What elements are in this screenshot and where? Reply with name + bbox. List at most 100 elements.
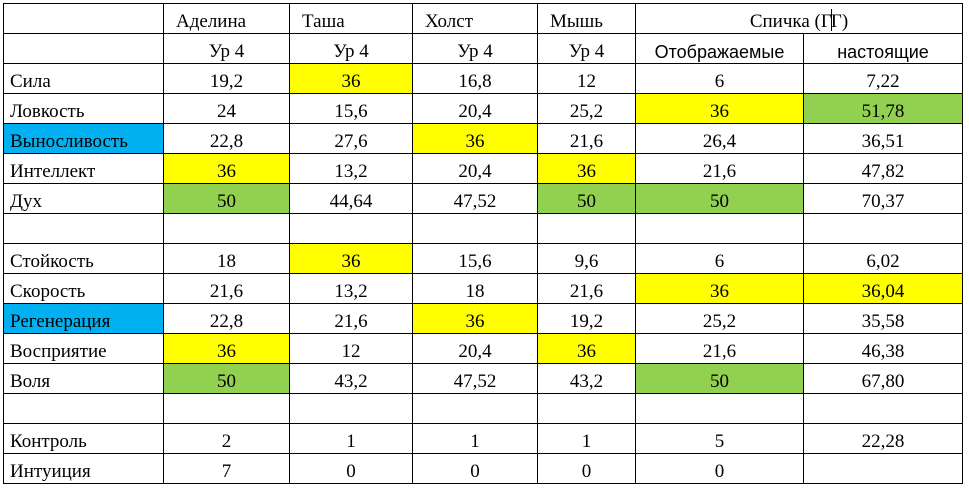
cell-mysh: 36 xyxy=(537,153,636,184)
cell-real: 36,51 xyxy=(802,123,964,154)
cell-mysh: 1 xyxy=(537,423,636,454)
level-tasha: Ур 4 xyxy=(289,33,413,64)
cell-kholst: 16,8 xyxy=(412,63,538,94)
cell-displayed: 21,6 xyxy=(635,333,804,364)
cell-mysh: 25,2 xyxy=(537,93,636,124)
table-row: Интуиция 7 0 0 0 0 xyxy=(3,453,964,484)
table-row: Интеллект 36 13,2 20,4 36 21,6 47,82 xyxy=(3,153,964,184)
cell-real: 47,82 xyxy=(802,153,964,184)
cell-real: 46,38 xyxy=(802,333,964,364)
row-label: Скорость xyxy=(3,273,164,304)
cell-tasha: 13,2 xyxy=(289,273,413,304)
row-label: Ловкость xyxy=(3,93,164,124)
cell-displayed: 26,4 xyxy=(635,123,804,154)
table-row: Воля 50 43,2 47,52 43,2 50 67,80 xyxy=(3,363,964,394)
cell-mysh: 21,6 xyxy=(537,123,636,154)
corner-cell xyxy=(3,3,164,34)
cell-tasha: 36 xyxy=(289,243,413,274)
level-kholst: Ур 4 xyxy=(412,33,538,64)
row-label: Дух xyxy=(3,183,164,214)
row-label: Стойкость xyxy=(3,243,164,274)
cell-kholst: 47,52 xyxy=(412,183,538,214)
row-label: Восприятие xyxy=(3,333,164,364)
cell-tasha: 44,64 xyxy=(289,183,413,214)
col-header-adelina: Аделина xyxy=(163,3,290,34)
cell-kholst: 1 xyxy=(412,423,538,454)
spichka-title-part2: Г) xyxy=(830,11,849,32)
cell-mysh: 19,2 xyxy=(537,303,636,334)
cell-adelina: 22,8 xyxy=(163,123,290,154)
cell-real: 6,02 xyxy=(802,243,964,274)
cell-displayed: 50 xyxy=(635,183,804,214)
row-label: Выносливость xyxy=(3,123,164,154)
cell-mysh: 21,6 xyxy=(537,273,636,304)
col-header-tasha: Таша xyxy=(289,3,413,34)
cell-real: 35,58 xyxy=(802,303,964,334)
cell-mysh: 0 xyxy=(537,453,636,484)
table-row: Регенерация 22,8 21,6 36 19,2 25,2 35,58 xyxy=(3,303,964,334)
cell-kholst: 15,6 xyxy=(412,243,538,274)
cell-tasha: 27,6 xyxy=(289,123,413,154)
cell-mysh: 43,2 xyxy=(537,363,636,394)
table-row: Выносливость 22,8 27,6 36 21,6 26,4 36,5… xyxy=(3,123,964,154)
level-mysh: Ур 4 xyxy=(537,33,636,64)
table-row: Контроль 2 1 1 1 5 22,28 xyxy=(3,423,964,454)
cell-kholst: 20,4 xyxy=(412,93,538,124)
cell-adelina: 18 xyxy=(163,243,290,274)
cell-tasha: 43,2 xyxy=(289,363,413,394)
subheader-real: настоящие xyxy=(802,33,964,64)
corner-cell-2 xyxy=(3,33,164,64)
col-header-kholst: Холст xyxy=(412,3,538,34)
cell-real: 70,37 xyxy=(802,183,964,214)
cell-displayed: 6 xyxy=(635,63,804,94)
row-label: Интуиция xyxy=(3,453,164,484)
spacer-row xyxy=(3,393,964,424)
row-label: Регенерация xyxy=(3,303,164,334)
level-adelina: Ур 4 xyxy=(163,33,290,64)
cell-displayed: 5 xyxy=(635,423,804,454)
col-header-mysh: Мышь xyxy=(537,3,636,34)
cell-displayed: 50 xyxy=(635,363,804,394)
cell-kholst: 20,4 xyxy=(412,153,538,184)
row-label: Контроль xyxy=(3,423,164,454)
table-row: Дух 50 44,64 47,52 50 50 70,37 xyxy=(3,183,964,214)
row-label: Воля xyxy=(3,363,164,394)
cell-tasha: 0 xyxy=(289,453,413,484)
subheader-row: Ур 4 Ур 4 Ур 4 Ур 4 Отображаемые настоящ… xyxy=(3,33,964,64)
cell-mysh: 12 xyxy=(537,63,636,94)
spichka-title-part1: Спичка (Г xyxy=(749,11,832,32)
cell-adelina: 50 xyxy=(163,363,290,394)
cell-adelina: 24 xyxy=(163,93,290,124)
cell-displayed: 21,6 xyxy=(635,153,804,184)
spacer-row xyxy=(3,213,964,244)
cell-displayed: 6 xyxy=(635,243,804,274)
cell-tasha: 12 xyxy=(289,333,413,364)
cell-real xyxy=(802,453,964,484)
cell-displayed: 36 xyxy=(635,273,804,304)
cell-displayed: 25,2 xyxy=(635,303,804,334)
row-label: Интеллект xyxy=(3,153,164,184)
table-row: Скорость 21,6 13,2 18 21,6 36 36,04 xyxy=(3,273,964,304)
cell-mysh: 50 xyxy=(537,183,636,214)
cell-tasha: 13,2 xyxy=(289,153,413,184)
cell-mysh: 36 xyxy=(537,333,636,364)
cell-kholst: 36 xyxy=(412,303,538,334)
cell-tasha: 1 xyxy=(289,423,413,454)
cell-tasha: 21,6 xyxy=(289,303,413,334)
header-row: Аделина Таша Холст Мышь Спичка (ГГ) xyxy=(3,3,964,34)
cell-mysh: 9,6 xyxy=(537,243,636,274)
table-row: Ловкость 24 15,6 20,4 25,2 36 51,78 xyxy=(3,93,964,124)
subheader-displayed: Отображаемые xyxy=(635,33,804,64)
cell-kholst: 47,52 xyxy=(412,363,538,394)
table-row: Сила 19,2 36 16,8 12 6 7,22 xyxy=(3,63,964,94)
text-cursor xyxy=(830,9,832,31)
cell-tasha: 15,6 xyxy=(289,93,413,124)
cell-real: 36,04 xyxy=(802,273,964,304)
col-header-spichka[interactable]: Спичка (ГГ) xyxy=(634,3,964,34)
cell-adelina: 2 xyxy=(163,423,290,454)
cell-kholst: 20,4 xyxy=(412,333,538,364)
stats-table: Аделина Таша Холст Мышь Спичка (ГГ) Ур 4… xyxy=(3,3,964,484)
table-row: Восприятие 36 12 20,4 36 21,6 46,38 xyxy=(3,333,964,364)
cell-kholst: 0 xyxy=(412,453,538,484)
cell-tasha: 36 xyxy=(289,63,413,94)
